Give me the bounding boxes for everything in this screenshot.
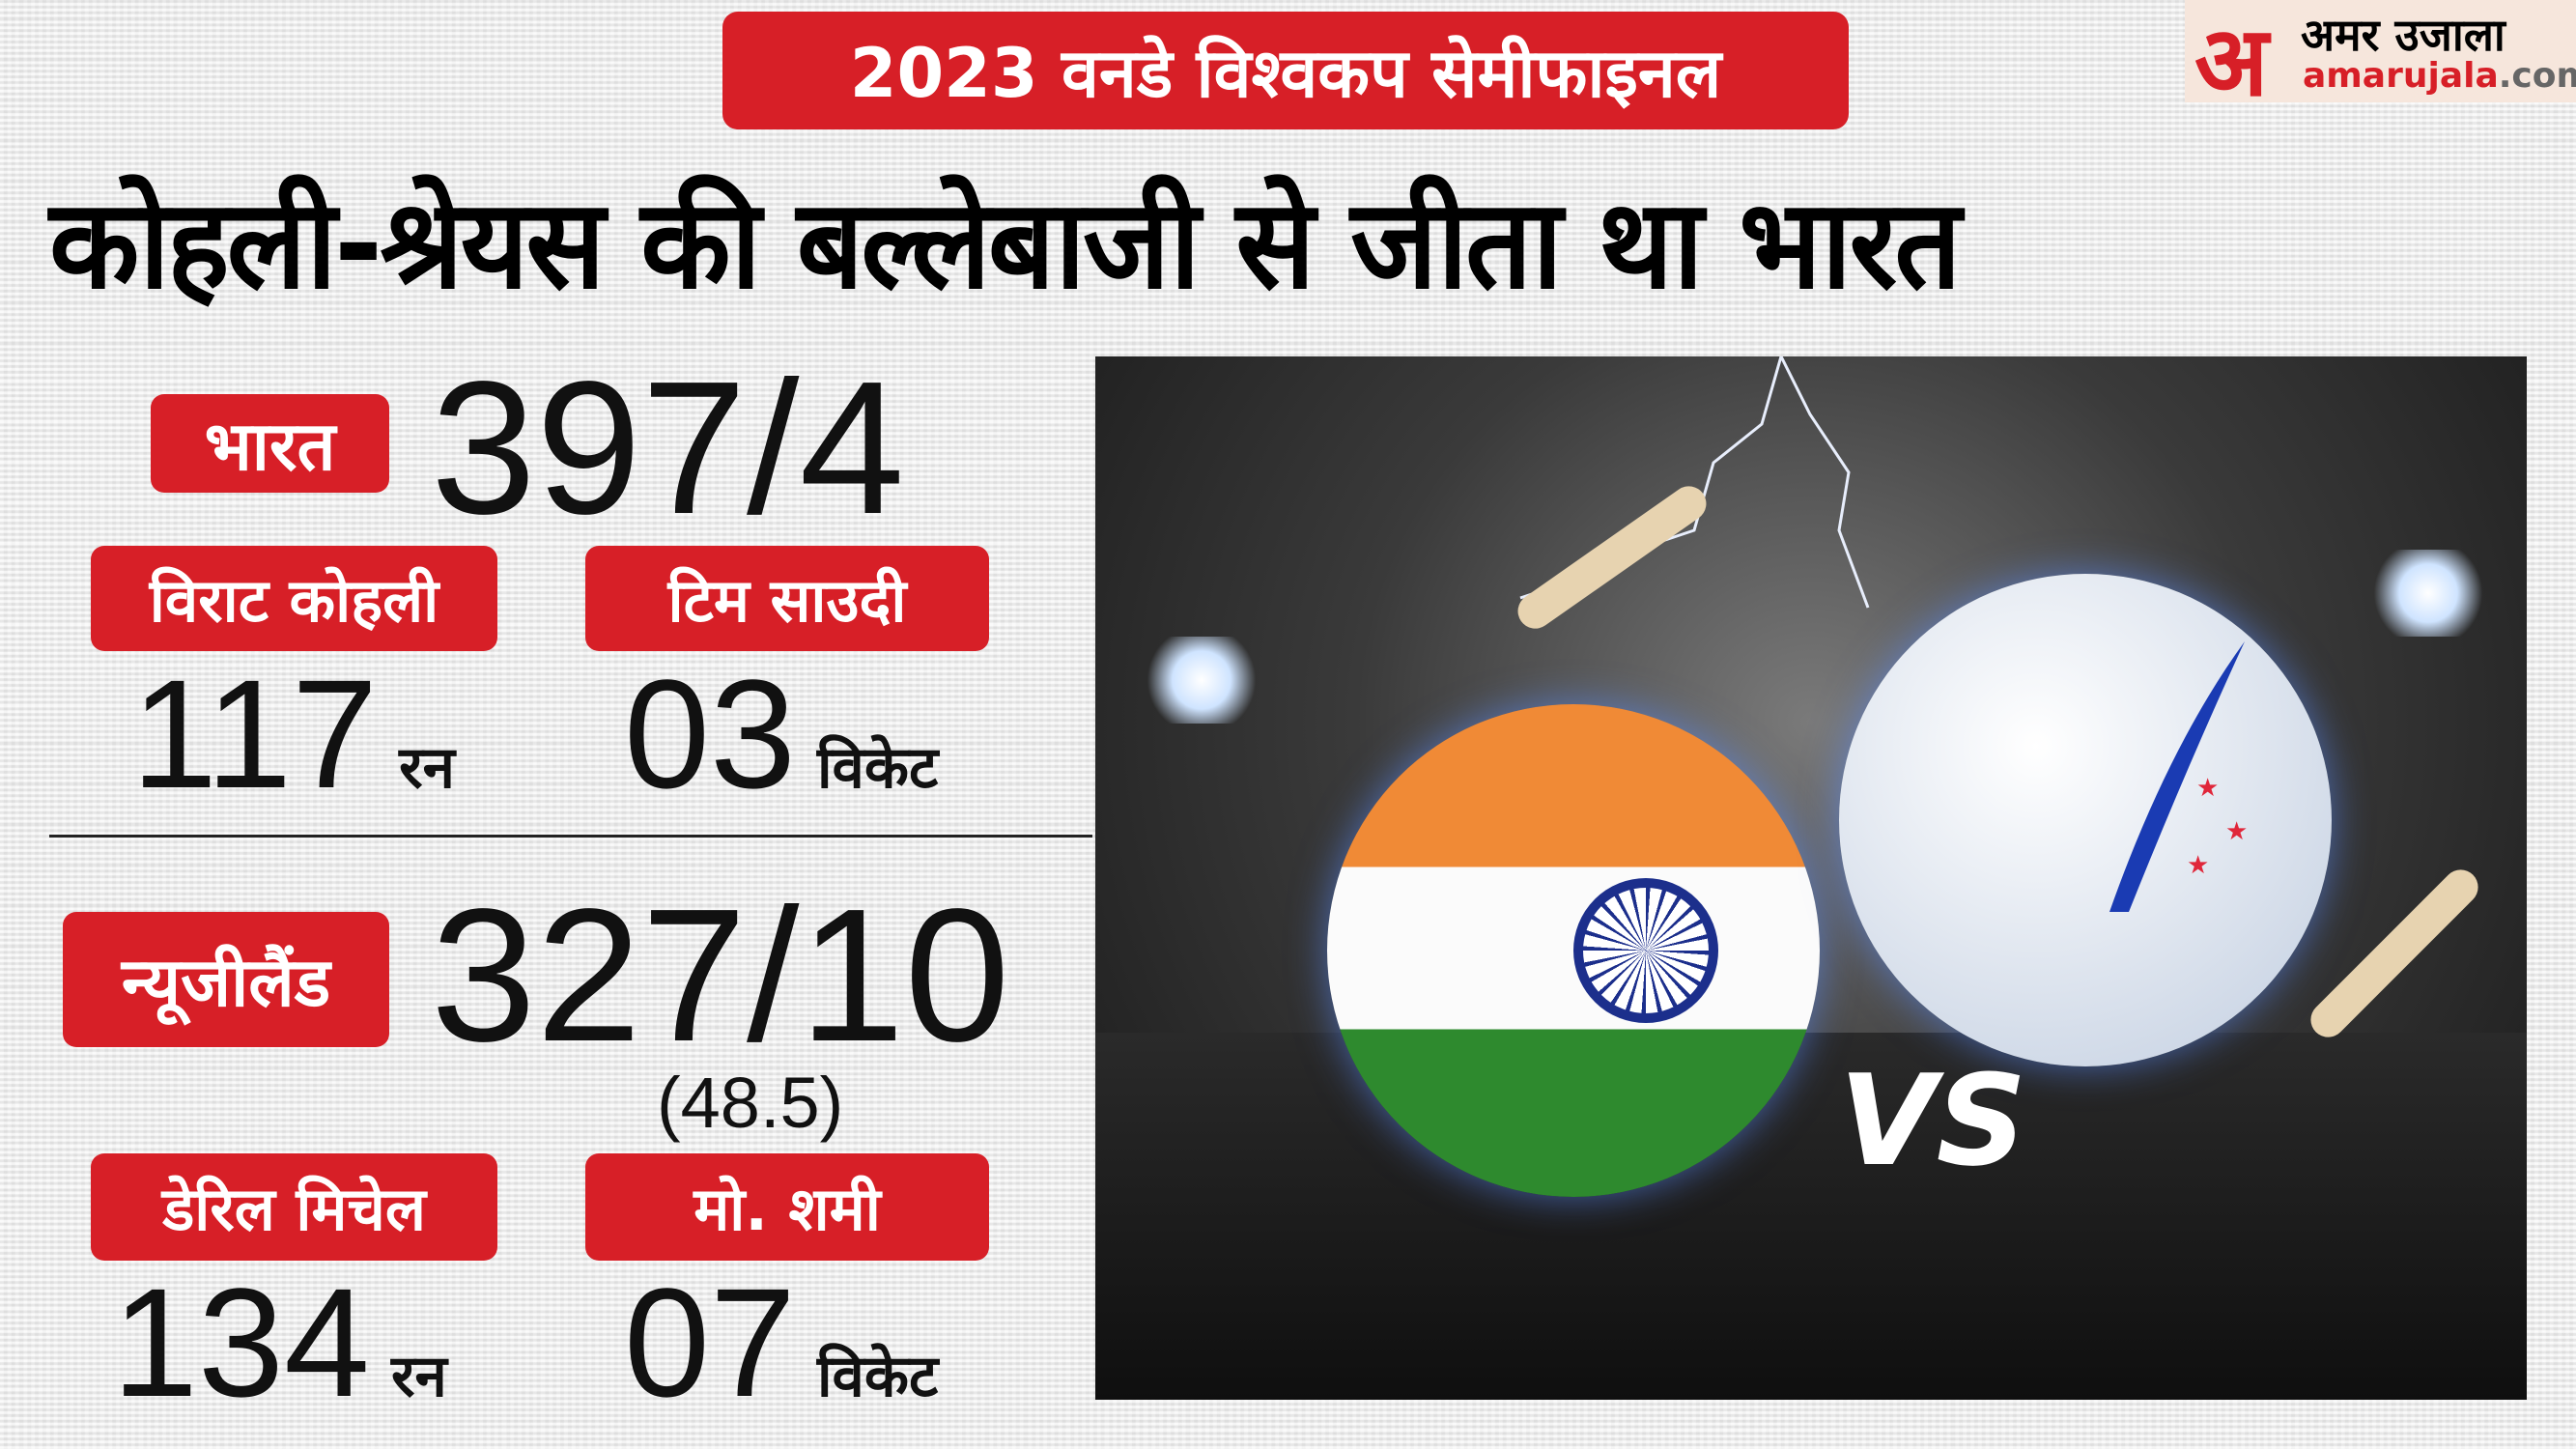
- india-bowler-stat: 03 विकेट: [624, 647, 939, 820]
- divider: [49, 835, 1092, 838]
- floodlight-right: [2370, 550, 2486, 637]
- headline: कोहली-श्रेयस की बल्लेबाजी से जीता था भार…: [49, 173, 1962, 317]
- nz-score: 327/10: [431, 869, 1010, 1081]
- bail-icon: [2303, 862, 2486, 1045]
- logo: अ अमर उजाला amarujala.com: [2185, 0, 2576, 118]
- ashoka-chakra-icon: [1573, 878, 1718, 1023]
- nz-bowler-name: मो. शमी: [585, 1153, 989, 1261]
- logo-mark: अ: [2194, 5, 2269, 118]
- india-bowler-name: टिम साउदी: [585, 546, 989, 651]
- match-illustration: ★ ★ ★ VS: [1095, 356, 2527, 1400]
- unit-label: रन: [399, 735, 455, 800]
- india-batter-name: विराट कोहली: [91, 546, 497, 651]
- svg-text:★: ★: [2225, 817, 2248, 846]
- india-batter-stat: 117 रन: [131, 647, 455, 820]
- logo-hindi: अमर उजाला: [2301, 9, 2505, 61]
- unit-label: विकेट: [816, 735, 939, 800]
- unit-label: रन: [390, 1344, 447, 1408]
- team-india-badge: भारत: [151, 394, 389, 493]
- team-nz-badge: न्यूजीलैंड: [63, 912, 389, 1047]
- silver-fern-icon: ★★★: [2109, 641, 2248, 912]
- floodlight-left: [1144, 637, 1260, 724]
- svg-text:★: ★: [2196, 774, 2219, 803]
- banner: 2023 वनडे विश्वकप सेमीफाइनल: [722, 12, 1849, 129]
- banner-text: 2023 वनडे विश्वकप सेमीफाइनल: [849, 34, 1722, 113]
- nz-ball: ★ ★ ★: [1839, 574, 2332, 1066]
- nz-bowler-stat: 07 विकेट: [624, 1256, 939, 1429]
- nz-overs: (48.5): [657, 1063, 844, 1143]
- india-score: 397/4: [431, 342, 905, 554]
- india-ball: [1327, 704, 1820, 1197]
- svg-text:★: ★: [2187, 851, 2209, 880]
- nz-batter-name: डेरिल मिचेल: [91, 1153, 497, 1261]
- logo-site: amarujala.com: [2303, 56, 2576, 96]
- vs-label: VS: [1839, 1047, 2027, 1194]
- pitch-ground: [1095, 1033, 2527, 1400]
- unit-label: विकेट: [816, 1344, 939, 1408]
- nz-batter-stat: 134 रन: [112, 1256, 447, 1429]
